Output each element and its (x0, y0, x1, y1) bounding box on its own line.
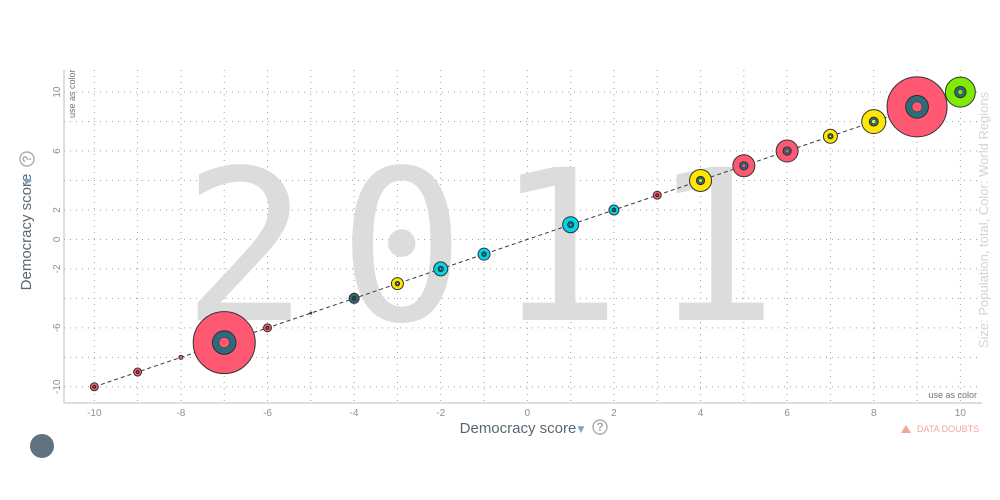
y-axis-help-glyph: ? (20, 155, 34, 162)
y-tick-label: 6 (52, 148, 63, 154)
size-color-label: Size: Population, total, Color: World Re… (976, 91, 991, 348)
play-button-icon[interactable] (30, 434, 54, 458)
bubble-core (911, 101, 923, 113)
x-axis-help-glyph: ? (596, 420, 603, 434)
x-axis-title[interactable]: Democracy score ▼ (460, 420, 585, 437)
data-point[interactable] (608, 204, 620, 216)
data-point[interactable] (732, 154, 756, 178)
y-tick-label: 10 (52, 86, 63, 98)
x-tick-label: 6 (784, 408, 790, 419)
x-tick-label: -4 (350, 408, 359, 419)
x-axis-color-note[interactable]: use as color (928, 390, 977, 400)
y-axis-label[interactable]: Democracy score (18, 174, 35, 291)
y-tick-label: -2 (52, 264, 63, 273)
bubble-core (266, 326, 269, 330)
x-axis-label[interactable]: Democracy score (460, 420, 577, 437)
data-doubts-label[interactable]: DATA DOUBTS (917, 424, 979, 434)
data-point[interactable] (433, 261, 449, 277)
bubble-core (785, 148, 790, 154)
y-axis-color-note[interactable]: use as color (67, 69, 77, 118)
data-point[interactable] (390, 277, 404, 291)
bubble-core (828, 134, 832, 138)
data-point[interactable] (192, 311, 256, 375)
warning-icon (901, 425, 911, 433)
data-points (89, 76, 976, 392)
x-tick-label: 8 (871, 408, 877, 419)
x-tick-label: -10 (87, 408, 102, 419)
data-point[interactable] (178, 354, 184, 360)
bubble-core (352, 297, 356, 300)
data-point[interactable] (689, 169, 713, 193)
x-tick-label: 2 (611, 408, 617, 419)
data-point[interactable] (477, 247, 491, 261)
y-tick-label: -6 (52, 323, 63, 332)
bubble (178, 354, 184, 360)
y-tick-label: -10 (52, 379, 63, 394)
y-tick-label: 0 (52, 236, 63, 242)
x-tick-label: 0 (525, 408, 531, 419)
bubble-core (569, 223, 573, 227)
y-axis-help-icon[interactable]: ? (19, 151, 35, 167)
data-doubts-link[interactable]: DATA DOUBTS (901, 424, 979, 434)
data-point[interactable] (775, 139, 799, 163)
x-tick-label: -2 (436, 408, 445, 419)
data-point[interactable] (89, 382, 99, 392)
data-point[interactable] (263, 323, 273, 333)
bubble-core (439, 267, 443, 271)
x-tick-label: -6 (263, 408, 272, 419)
x-tick-label: -8 (176, 408, 185, 419)
bubble-core (396, 282, 399, 285)
data-point[interactable] (309, 311, 313, 315)
y-axis-title[interactable]: Democracy score ▼ (18, 174, 35, 291)
bubble-core (871, 119, 877, 124)
bubble-core (698, 178, 703, 183)
bubble (309, 311, 313, 315)
data-point[interactable] (652, 190, 662, 200)
bubble-core (136, 370, 139, 374)
y-tick-label: 2 (52, 207, 63, 213)
bubble-core (93, 385, 96, 389)
year-watermark: 2011 (182, 125, 808, 370)
data-point[interactable] (562, 216, 580, 234)
data-point[interactable] (133, 367, 143, 377)
y-axis-dropdown-icon[interactable]: ▼ (24, 177, 34, 184)
x-tick-label: 4 (698, 408, 704, 419)
x-tick-labels: -10 -8 -6 -4 -2 0 2 4 6 8 10 (87, 408, 966, 419)
x-axis-help-icon[interactable]: ? (592, 419, 608, 435)
bubble-core (741, 163, 746, 168)
data-point[interactable] (348, 292, 360, 304)
data-point[interactable] (861, 109, 887, 135)
x-tick-label: 10 (955, 408, 967, 419)
bubble-core (957, 89, 964, 95)
x-axis-dropdown-icon[interactable]: ▼ (578, 425, 585, 435)
data-point[interactable] (886, 76, 948, 138)
bubble-core (482, 252, 486, 256)
bubble-core (218, 337, 230, 349)
y-tick-labels: -10 -6 -2 0 2 6 10 (52, 86, 63, 394)
trend-line (94, 91, 961, 388)
data-point[interactable] (822, 128, 838, 144)
data-point[interactable] (944, 76, 976, 108)
bubble-core (612, 208, 616, 212)
bubble-core (655, 193, 659, 197)
